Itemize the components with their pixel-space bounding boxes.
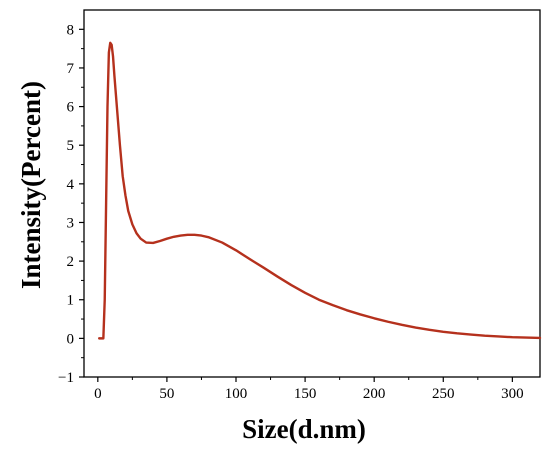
x-tick-label: 250 bbox=[432, 386, 455, 402]
y-tick-label: 2 bbox=[67, 254, 75, 270]
y-tick-label: 1 bbox=[67, 293, 75, 309]
y-tick-label: 6 bbox=[67, 100, 75, 116]
series-line bbox=[97, 41, 542, 340]
x-tick-label: 50 bbox=[159, 386, 174, 402]
series-layer bbox=[97, 41, 542, 340]
x-tick-label: 150 bbox=[294, 386, 317, 402]
x-axis-ticks: 0 50 100 150 200 250 300 bbox=[94, 377, 524, 402]
y-axis-title: Intensity(Percent) bbox=[16, 81, 46, 289]
x-tick-label: 200 bbox=[363, 386, 386, 402]
y-tick-label: 3 bbox=[67, 215, 75, 231]
x-tick-label: 100 bbox=[225, 386, 248, 402]
plot-frame bbox=[83, 9, 541, 378]
plot-border bbox=[83, 9, 541, 378]
y-tick-label: −1 bbox=[58, 370, 74, 386]
y-axis-ticks: −1 0 1 2 3 4 5 6 7 8 bbox=[58, 22, 84, 386]
y-tick-label: 5 bbox=[67, 138, 75, 154]
y-tick-label: 8 bbox=[67, 22, 75, 38]
x-tick-label: 300 bbox=[501, 386, 524, 402]
y-tick-label: 0 bbox=[67, 331, 75, 347]
y-tick-label: 4 bbox=[67, 177, 75, 193]
x-tick-label: 0 bbox=[94, 386, 102, 402]
x-axis-title: Size(d.nm) bbox=[242, 414, 366, 444]
y-tick-label: 7 bbox=[67, 61, 75, 77]
